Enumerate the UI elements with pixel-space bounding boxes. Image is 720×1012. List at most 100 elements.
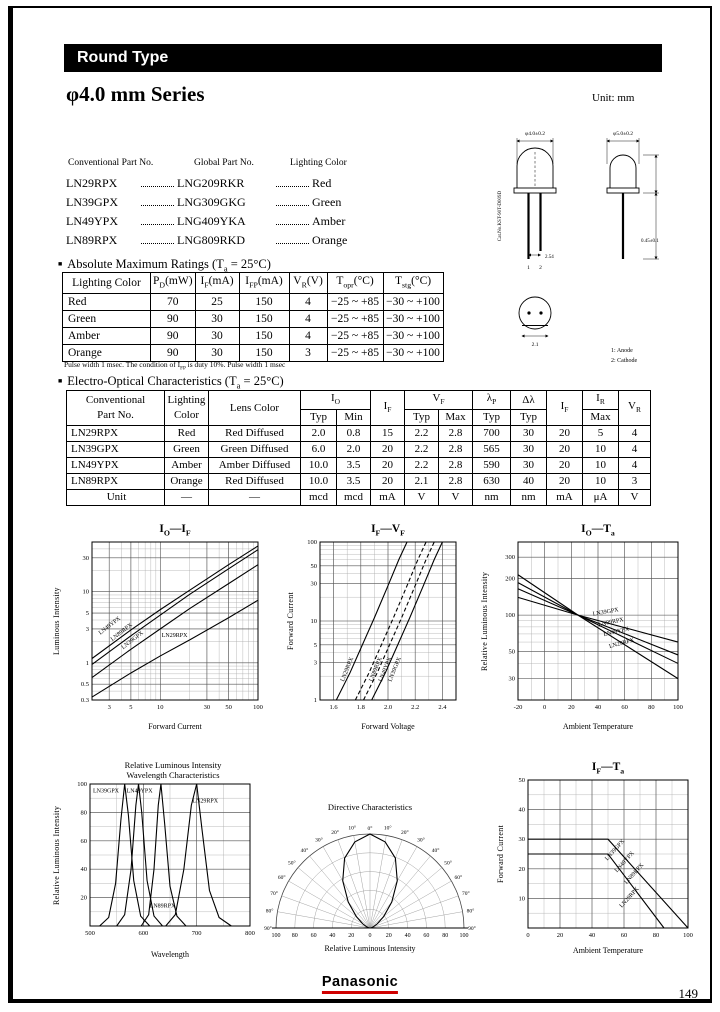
dim-front-diameter: φ4.0±0.2 [525,131,545,137]
table-cell: 4 [618,457,651,475]
svg-text:80°: 80° [266,907,274,914]
chart-io-if: IO—IF 3 5 10 30 50 100 0.3 0.5 1 3 5 10 30 LN49YPX LN8… [52,522,276,740]
dotted-leader [141,243,174,244]
legend-cathode: 2: Cathode [611,358,637,364]
svg-text:2.2: 2.2 [411,704,419,711]
svg-text:60: 60 [81,838,88,845]
table-cell: Lighting Color [164,389,209,427]
table-cell: 3 [288,344,328,363]
table-cell: 10 [582,473,619,491]
table-cell: 4 [618,441,651,459]
x-axis-label: Ambient Temperature [572,946,644,955]
svg-text:50: 50 [225,704,232,711]
dim-side-diameter: φ5.0±0.2 [613,131,633,137]
svg-text:3: 3 [86,626,89,633]
svg-text:100: 100 [253,704,263,711]
col-header-conventional: Conventional Part No. [68,158,154,168]
directive-plot: 0° 10° 10° 20° 20° 30° 30° 40° 40° 50° 50° 60° 60° 70… [264,825,476,939]
svg-text:40: 40 [589,932,596,939]
part-list-headers: Conventional Part No. Global Part No. Li… [66,158,368,172]
catalog-number: Cat.No.KST-90T-D009D [498,191,503,242]
table-cell: 2.1 [404,473,439,491]
svg-text:50: 50 [311,563,318,570]
svg-text:5: 5 [129,704,132,711]
table-cell: LN89RPX [66,473,165,491]
table-cell: Red [62,293,151,312]
dotted-leader [276,243,309,244]
table-cell: Conventional Part No. [66,389,165,427]
led-bottom-view [518,296,552,338]
table-cell: Lighting Color [62,271,151,295]
svg-text:LN89RPX: LN89RPX [624,862,646,886]
svg-text:70°: 70° [270,890,278,897]
mechanical-drawing: φ4.0±0.2 φ5.0±0.2 2.54 0.45±0.1 1 2 2.1 … [498,131,659,364]
table-cell: 15 [370,425,405,443]
svg-text:20: 20 [557,932,564,939]
page-border-frame [8,6,712,1003]
svg-text:LN49YPX: LN49YPX [127,789,154,795]
brand-underline-red [321,991,399,994]
svg-text:60: 60 [621,704,628,711]
section-title: Electro-Optical Characteristics (Ta = 25… [67,374,284,391]
table-cell: V [404,489,439,507]
x-axis-label: Forward Voltage [361,722,415,731]
table-cell: −25 ~ +85 [326,327,384,346]
svg-text:20: 20 [386,933,392,939]
table-cell: 4 [288,293,328,312]
svg-text:700: 700 [192,930,202,937]
svg-text:80: 80 [442,933,448,939]
chart-title: Directive Characteristics [327,802,413,812]
svg-text:100: 100 [272,933,281,939]
svg-text:10°: 10° [384,825,392,832]
pin1-label: 1 [527,265,530,271]
table-row: LN49YPX Amber Amber Diffused 10.0 3.5 20 2.2 2.… [66,457,651,475]
table-cell: Tstg(°C) [382,271,444,295]
table-cell: 0.8 [336,425,371,443]
pin2-label: 2 [539,265,542,271]
svg-text:10°: 10° [348,825,356,832]
table-cell: 150 [238,293,290,312]
svg-text:100: 100 [460,933,469,939]
svg-text:600: 600 [138,930,148,937]
section-bullet: ■ [58,260,63,268]
legend-anode: 1: Anode [611,348,633,354]
svg-text:80: 80 [81,809,88,816]
table-cell: 3 [618,473,651,491]
svg-text:3: 3 [314,659,317,666]
table-row: LN89RPX Orange Red Diffused 10.0 3.5 20 2.1 2.8… [66,473,651,491]
table-cell: 20 [546,441,583,459]
table-cell: IO [300,389,371,411]
svg-text:30°: 30° [315,837,323,844]
table-cell: 30 [510,457,547,475]
dotted-leader [141,224,174,225]
table-cell: −30 ~ +100 [382,310,444,329]
table-cell: 30 [510,425,547,443]
x-axis-label: Wavelength [150,950,189,959]
svg-text:LN49YPX: LN49YPX [603,626,630,638]
conventional-part-no: LN39GPX [66,195,119,209]
svg-text:1: 1 [86,660,89,667]
table-cell: 10 [582,457,619,475]
table-cell: IFP(mA) [238,271,290,295]
svg-text:100: 100 [77,781,87,788]
svg-text:LN39GPX: LN39GPX [93,789,120,795]
table-header-row: Conventional Part No. Lighting Color Len… [66,389,651,427]
page-tab-title: Round Type [77,49,169,66]
chart-title-line2: Wavelength Characteristics [126,770,220,780]
svg-text:50°: 50° [288,859,296,866]
chart-title: IO—Ta [581,523,615,538]
svg-text:2.4: 2.4 [438,704,447,711]
global-part-no: LNG809RKD [177,233,245,247]
y-axis-label: Forward Current [496,824,505,884]
table-cell: −25 ~ +85 [326,344,384,363]
svg-text:30°: 30° [417,837,425,844]
table-cell: mcd [300,489,337,507]
table-cell: 150 [238,310,290,329]
global-part-no: LNG209RKR [177,176,245,190]
table-cell: 30 [510,441,547,459]
table-cell: Typ [404,409,439,427]
svg-text:10: 10 [157,704,164,711]
part-row: LN49YPX LNG409YKA Amber [66,210,368,229]
svg-text:20°: 20° [331,829,339,836]
dotted-leader [276,205,309,206]
